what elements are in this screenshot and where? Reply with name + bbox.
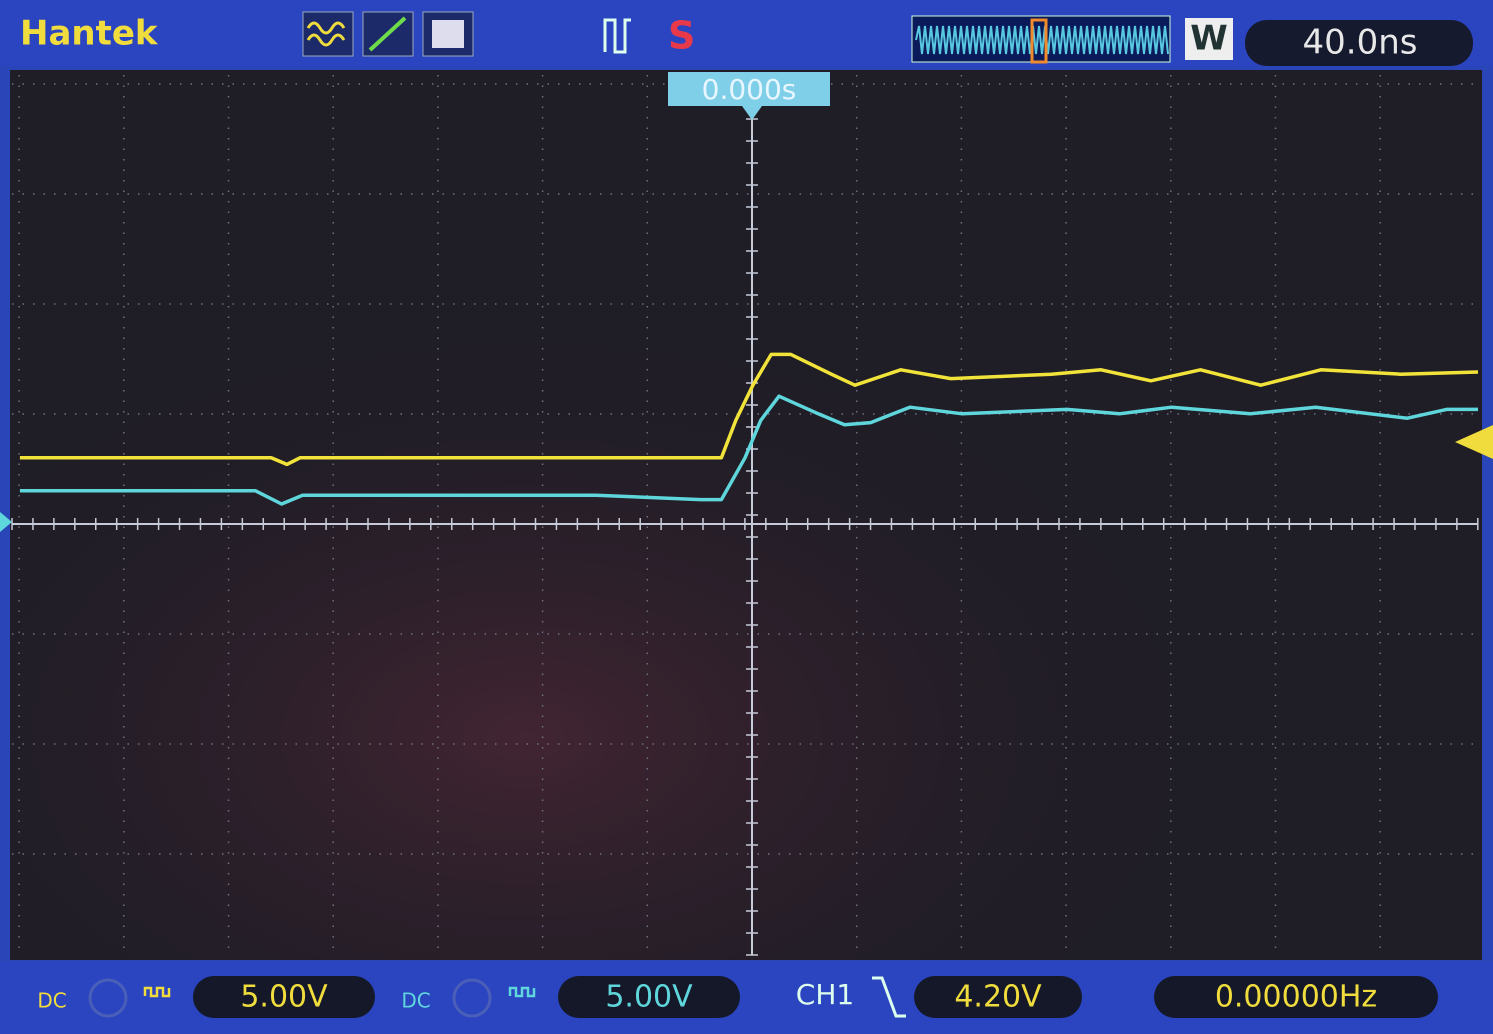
ch1-scale-pill[interactable] [193,976,375,1018]
ch1-coupling[interactable]: DC [37,989,66,1013]
timebase: 40.0ns [1303,23,1418,63]
trigger-source[interactable]: CH1 [796,978,854,1011]
memory-wave [915,25,1169,55]
traces [19,352,1479,506]
top-bar [0,0,1493,66]
trigger-time: 0.000s [702,73,797,106]
ch2-coupling[interactable]: DC [401,989,430,1013]
ch2-scale: 5.00V [605,980,693,1015]
ch1-scale: 5.00V [240,980,328,1015]
ch1-bw-icon[interactable] [143,986,171,998]
window-mark: W [1190,19,1228,59]
display-icon-fill [432,20,464,48]
window-mark-box [1185,18,1233,60]
trigger-level: 4.20V [954,980,1042,1015]
ch2-bw-icon[interactable] [508,986,536,998]
memory-window [1030,18,1048,64]
trigger-time-tag [668,72,830,106]
ch2-scale-pill[interactable] [558,976,740,1018]
ch1-invert-icon[interactable] [88,978,128,1018]
trigger-slope[interactable] [872,976,906,1018]
trigger-level-marker [1455,425,1493,459]
ch2-invert-icon[interactable] [452,978,492,1018]
ground-marker [0,512,12,532]
trace [19,352,1479,467]
frequency-pill [1154,976,1438,1018]
trigger-icon[interactable] [603,18,631,54]
timebase-pill[interactable] [1245,20,1473,66]
xy-icon-line [368,16,407,52]
mode-icon-wave [306,21,346,47]
trigger-time-pointer [742,106,762,120]
grid [11,74,1479,956]
trigger-level-pill[interactable] [914,976,1082,1018]
stop-icon[interactable]: S [668,14,695,58]
frequency: 0.00000Hz [1215,980,1377,1015]
trace [19,394,1478,506]
brand: Hantek [20,14,159,54]
